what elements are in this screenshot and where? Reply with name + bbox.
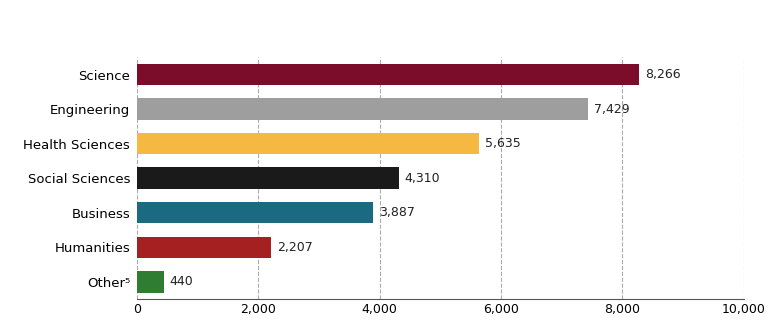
Text: 5,635: 5,635 [485,137,521,150]
Bar [137,98,588,120]
Bar [137,64,639,85]
Bar [137,202,373,223]
Text: 3,887: 3,887 [379,206,415,219]
Text: 8,266: 8,266 [644,68,680,81]
Bar [137,237,271,258]
Text: Total Undergraduate Regular Session Headcount Enrolment Distribution by Faculty,: Total Undergraduate Regular Session Head… [9,20,783,33]
Bar [137,167,399,189]
Text: 440: 440 [170,275,193,288]
Bar [137,133,479,154]
Text: 7,429: 7,429 [594,103,630,115]
Bar [137,271,164,293]
Text: 2,207: 2,207 [277,241,312,254]
Text: 4,310: 4,310 [405,172,440,185]
